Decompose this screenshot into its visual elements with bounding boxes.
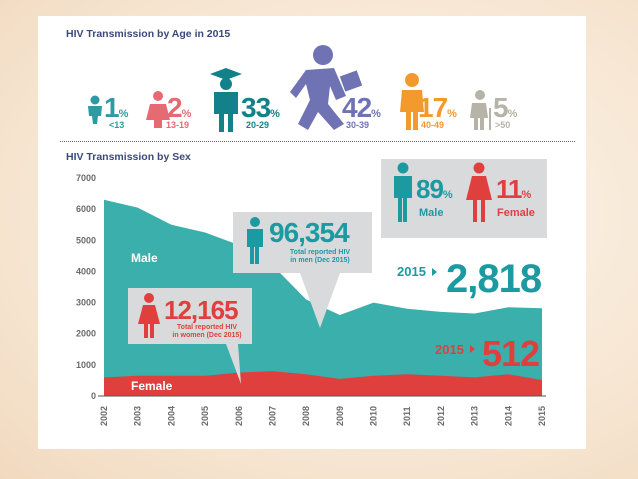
x-tick-label: 2008: [301, 406, 311, 426]
x-tick-label: 2012: [436, 406, 446, 426]
section-divider: [60, 141, 575, 142]
male-2015-year: 2015: [397, 264, 426, 279]
sex-section-title: HIV Transmission by Sex: [66, 151, 191, 163]
male-share-label: Male: [419, 207, 444, 219]
age-range-20-29: 20-29: [246, 120, 270, 130]
child-icon: [88, 95, 102, 124]
y-tick-label: 0: [91, 391, 96, 401]
arrow-right-icon: [432, 268, 437, 276]
series-label: Female: [131, 379, 173, 393]
x-tick-label: 2007: [267, 406, 277, 426]
male-area: [104, 199, 542, 396]
female-share-label: Female: [497, 207, 535, 219]
age-pct-20-29: 33%: [241, 92, 280, 123]
male-2015-value: 2,818: [446, 257, 542, 301]
x-tick-label: 2010: [369, 406, 379, 426]
female-share-icon: [466, 162, 492, 222]
y-tick-label: 4000: [76, 266, 96, 276]
age-pct-30-39: 42%: [342, 92, 381, 123]
x-tick-label: 2013: [470, 406, 480, 426]
y-tick-label: 7000: [76, 173, 96, 183]
age-pct-40-49: 17%: [418, 92, 457, 123]
women-callout-box: [128, 288, 252, 384]
x-tick-label: 2011: [402, 406, 412, 426]
female-share-pct: 11%: [496, 174, 531, 204]
men-callout-box: [233, 212, 372, 328]
age-range-30-39: 30-39: [346, 120, 370, 130]
female-2015-year: 2015: [435, 342, 464, 357]
arrow-right-icon: [470, 345, 475, 353]
female-figure-icon: [138, 293, 160, 338]
x-tick-label: 2005: [200, 406, 210, 426]
teen-girl-icon: [146, 91, 170, 128]
female-area: [104, 371, 542, 396]
x-tick-label: 2002: [99, 406, 109, 426]
age-range-13-19: 13-19: [166, 120, 190, 130]
x-tick-label: 2004: [166, 406, 176, 426]
y-tick-label: 3000: [76, 298, 96, 308]
age-pct-under13: 1%: [104, 92, 129, 123]
walking-man-briefcase-icon: [290, 45, 363, 130]
female-2015-value: 512: [482, 333, 540, 374]
male-figure-icon: [247, 217, 263, 264]
women-total-caption: Total reported HIV in women (Dec 2015): [172, 324, 242, 339]
series-label: Male: [131, 251, 158, 265]
men-total-number: 96,354: [269, 217, 350, 248]
age-range-under13: <13: [109, 120, 125, 130]
y-tick-label: 1000: [76, 360, 96, 370]
men-total-caption: Total reported HIV in men (Dec 2015): [289, 249, 351, 264]
elderly-person-cane-icon: [470, 90, 491, 130]
middle-aged-man-icon: [400, 73, 424, 130]
x-tick-label: 2009: [335, 406, 345, 426]
age-range-40-49: 40-49: [421, 120, 445, 130]
age-pct-13-19: 2%: [167, 92, 192, 123]
x-tick-label: 2014: [503, 406, 513, 426]
male-share-icon: [394, 162, 412, 222]
x-tick-label: 2006: [234, 406, 244, 426]
y-tick-label: 5000: [76, 235, 96, 245]
graduate-icon: [210, 68, 242, 132]
y-tick-label: 6000: [76, 204, 96, 214]
male-share-pct: 89%: [416, 174, 453, 204]
sex-share-box: [381, 159, 547, 238]
x-tick-label: 2003: [133, 406, 143, 426]
age-section-title: HIV Transmission by Age in 2015: [66, 28, 231, 40]
age-pct-over50: 5%: [493, 92, 518, 123]
x-tick-label: 2015: [537, 406, 547, 426]
women-total-number: 12,165: [164, 295, 239, 325]
age-range-over50: >50: [495, 120, 511, 130]
y-tick-label: 2000: [76, 329, 96, 339]
